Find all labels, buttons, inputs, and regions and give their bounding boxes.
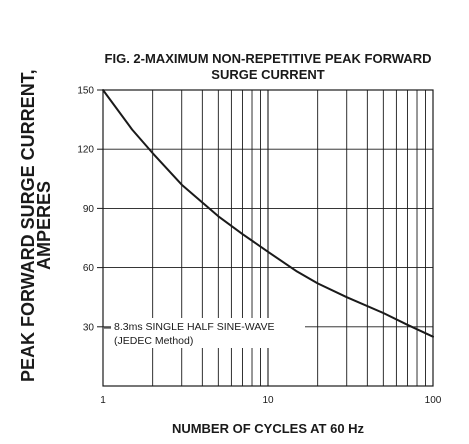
grid: [103, 90, 433, 386]
y-tick-label: 120: [77, 145, 94, 156]
y-tick-label: 60: [83, 263, 95, 274]
y-tick-label: 150: [77, 86, 94, 97]
plot-area: [102, 89, 434, 387]
chart-title-line2: SURGE CURRENT: [211, 67, 324, 82]
annotation-line2: (JEDEC Method): [114, 335, 193, 347]
series-layer: [102, 89, 434, 338]
annotation-box: [111, 318, 305, 348]
x-tick-label: 1: [100, 395, 106, 406]
y-axis-label-line1: PEAK FORWARD SURGE CURRENT,: [18, 69, 38, 382]
x-tick-label: 100: [425, 395, 442, 406]
x-tick-label: 10: [262, 395, 274, 406]
y-tick-label: 90: [83, 204, 95, 215]
series-line: [102, 89, 434, 338]
y-tick-label: 30: [83, 322, 95, 333]
x-axis-label: NUMBER OF CYCLES AT 60 Hz: [172, 421, 365, 436]
y-axis-label-line2: AMPERES: [34, 181, 54, 270]
annotation-line1: 8.3ms SINGLE HALF SINE-WAVE: [114, 321, 274, 333]
tick-labels: 30 60 90 120 150 1 10 100: [77, 86, 441, 407]
chart-title-line1: FIG. 2-MAXIMUM NON-REPETITIVE PEAK FORWA…: [105, 51, 432, 66]
